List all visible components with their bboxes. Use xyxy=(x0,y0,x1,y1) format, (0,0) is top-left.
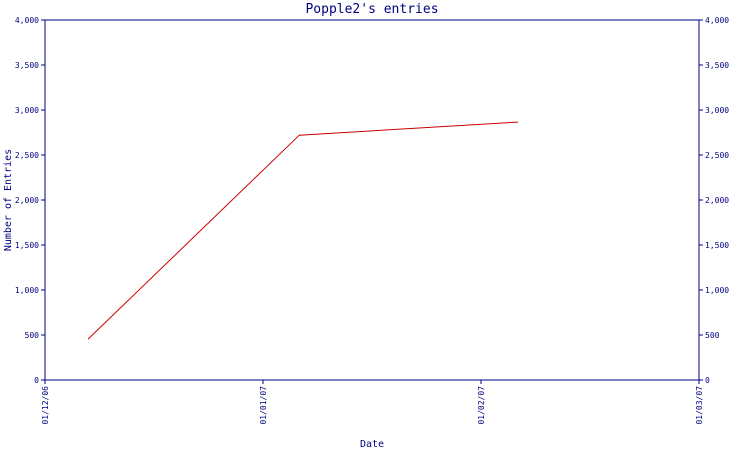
y-tick-label-right: 0 xyxy=(705,376,710,385)
x-axis: 01/12/06 01/01/07 01/02/07 01/03/07 xyxy=(41,380,704,425)
x-tick-label: 01/02/07 xyxy=(477,386,486,425)
y-tick-label-right: 3,500 xyxy=(705,61,729,70)
y-tick-label-left: 1,000 xyxy=(15,286,39,295)
data-point xyxy=(88,338,90,340)
y-tick-label-right: 2,500 xyxy=(705,151,729,160)
y-tick-label-left: 2,500 xyxy=(15,151,39,160)
y-axis-label: Number of Entries xyxy=(3,149,14,251)
y-tick-label-right: 500 xyxy=(705,331,720,340)
x-tick-label: 01/12/06 xyxy=(41,386,50,425)
y-tick-label-left: 3,000 xyxy=(15,106,39,115)
chart-title: Popple2's entries xyxy=(305,2,438,17)
y-tick-label-left: 3,500 xyxy=(15,61,39,70)
series-layer xyxy=(88,121,518,340)
y-tick-label-right: 1,000 xyxy=(705,286,729,295)
y-tick-label-left: 500 xyxy=(25,331,40,340)
y-tick-label-left: 4,000 xyxy=(15,16,39,25)
series-line xyxy=(88,121,518,339)
data-point xyxy=(516,121,518,123)
data-point xyxy=(298,134,300,136)
x-tick-label: 01/01/07 xyxy=(259,386,268,425)
y-tick-label-right: 3,000 xyxy=(705,106,729,115)
x-tick-label: 01/03/07 xyxy=(695,386,704,425)
y-tick-label-right: 2,000 xyxy=(705,196,729,205)
y-tick-label-right: 1,500 xyxy=(705,241,729,250)
plot-area xyxy=(44,19,700,381)
y-tick-label-right: 4,000 xyxy=(705,16,729,25)
right-y-axis: 0 500 1,000 1,500 2,000 2,500 3,000 3,500 4,000 xyxy=(699,16,729,385)
x-axis-label: Date xyxy=(360,439,384,450)
y-tick-label-left: 0 xyxy=(34,376,39,385)
y-tick-label-left: 2,000 xyxy=(15,196,39,205)
left-y-axis: 0 500 1,000 1,500 2,000 2,500 3,000 3,500 4,000 xyxy=(15,16,45,385)
y-tick-label-left: 1,500 xyxy=(15,241,39,250)
